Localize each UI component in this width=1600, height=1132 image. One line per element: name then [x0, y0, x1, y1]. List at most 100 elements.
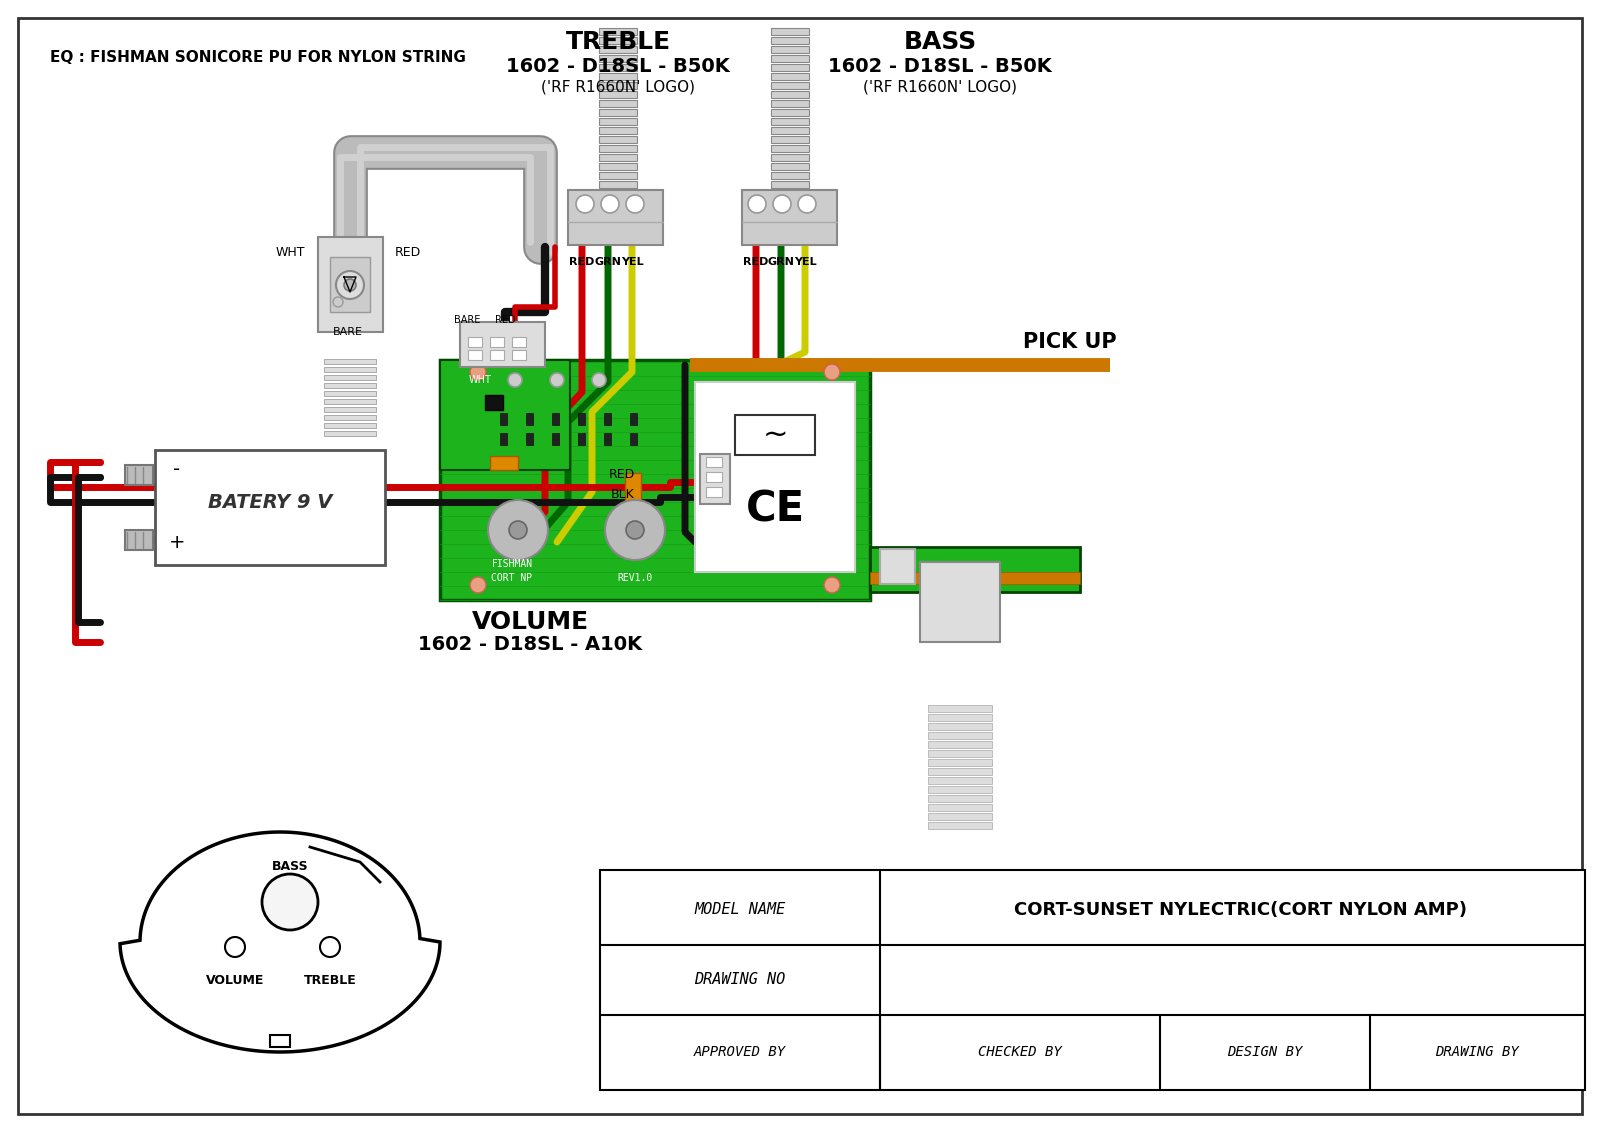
Polygon shape: [120, 832, 440, 1052]
Bar: [771, 72, 810, 80]
Bar: [270, 1035, 290, 1047]
Bar: [771, 145, 810, 152]
Bar: [928, 786, 992, 794]
Bar: [568, 190, 662, 245]
Bar: [598, 163, 637, 170]
Bar: [155, 451, 386, 565]
Bar: [598, 127, 637, 134]
Bar: [467, 337, 482, 348]
Bar: [771, 28, 810, 35]
Text: EQ : FISHMAN SONICORE PU FOR NYLON STRING: EQ : FISHMAN SONICORE PU FOR NYLON STRIN…: [50, 50, 466, 65]
Text: BASS: BASS: [272, 860, 309, 874]
Text: RED: RED: [744, 257, 768, 267]
Text: CHECKED BY: CHECKED BY: [978, 1045, 1062, 1060]
Circle shape: [605, 500, 666, 560]
Text: -: -: [173, 461, 181, 480]
Text: BLK: BLK: [611, 488, 635, 500]
Circle shape: [824, 577, 840, 593]
Bar: [440, 360, 870, 600]
Circle shape: [592, 374, 606, 387]
Bar: [928, 813, 992, 820]
Bar: [694, 381, 854, 572]
Bar: [598, 72, 637, 80]
Bar: [490, 456, 518, 470]
Text: VOLUME: VOLUME: [472, 610, 589, 634]
Bar: [578, 413, 586, 424]
Bar: [512, 350, 526, 360]
Bar: [928, 822, 992, 829]
Bar: [330, 257, 370, 312]
Bar: [706, 457, 722, 468]
Text: ~: ~: [762, 420, 787, 449]
Circle shape: [226, 937, 245, 957]
Text: YEL: YEL: [621, 257, 643, 267]
Bar: [928, 714, 992, 721]
Text: DRAWING NO: DRAWING NO: [694, 972, 786, 987]
Bar: [928, 723, 992, 730]
Bar: [598, 55, 637, 62]
Bar: [771, 136, 810, 143]
Bar: [598, 118, 637, 125]
Bar: [605, 434, 611, 445]
Bar: [706, 487, 722, 497]
Bar: [771, 154, 810, 161]
Circle shape: [824, 365, 840, 380]
Circle shape: [470, 365, 486, 380]
Text: RED: RED: [395, 246, 421, 258]
Bar: [598, 91, 637, 98]
Bar: [323, 415, 376, 420]
Bar: [512, 337, 526, 348]
Text: 1602 - D18SL - B50K: 1602 - D18SL - B50K: [829, 58, 1051, 77]
Circle shape: [798, 195, 816, 213]
Bar: [598, 82, 637, 89]
Bar: [928, 758, 992, 766]
Circle shape: [336, 271, 365, 299]
Bar: [323, 423, 376, 428]
Circle shape: [773, 195, 790, 213]
Bar: [526, 413, 533, 424]
Bar: [490, 337, 504, 348]
Bar: [323, 383, 376, 388]
Bar: [499, 413, 507, 424]
Text: 1602 - D18SL - B50K: 1602 - D18SL - B50K: [506, 58, 730, 77]
Bar: [928, 795, 992, 801]
Bar: [771, 100, 810, 108]
Text: ('RF R1660N' LOGO): ('RF R1660N' LOGO): [541, 79, 694, 94]
Bar: [706, 472, 722, 482]
Bar: [318, 237, 382, 332]
Circle shape: [626, 521, 643, 539]
Bar: [928, 777, 992, 784]
Text: CE: CE: [746, 489, 805, 531]
Text: WHT: WHT: [275, 246, 306, 258]
Bar: [526, 434, 533, 445]
Circle shape: [470, 577, 486, 593]
Bar: [598, 65, 637, 71]
Bar: [771, 172, 810, 179]
Bar: [552, 434, 558, 445]
Bar: [771, 163, 810, 170]
Bar: [771, 46, 810, 53]
Bar: [125, 530, 154, 550]
Bar: [742, 190, 837, 245]
Text: PICK UP: PICK UP: [1022, 332, 1117, 352]
Text: +: +: [168, 533, 186, 552]
Bar: [605, 413, 611, 424]
Text: WHT: WHT: [469, 375, 491, 385]
Text: YEL: YEL: [794, 257, 816, 267]
Text: BARE: BARE: [333, 327, 363, 337]
Bar: [323, 408, 376, 412]
Bar: [598, 154, 637, 161]
Circle shape: [333, 297, 342, 307]
Bar: [440, 360, 570, 470]
Bar: [485, 395, 502, 410]
Bar: [323, 375, 376, 380]
Bar: [461, 321, 546, 367]
Text: APPROVED BY: APPROVED BY: [694, 1045, 786, 1060]
Text: BARE: BARE: [454, 315, 480, 325]
Bar: [600, 871, 1586, 1090]
Text: GRN: GRN: [768, 257, 795, 267]
Bar: [467, 350, 482, 360]
Bar: [499, 434, 507, 445]
Bar: [598, 136, 637, 143]
Circle shape: [602, 195, 619, 213]
